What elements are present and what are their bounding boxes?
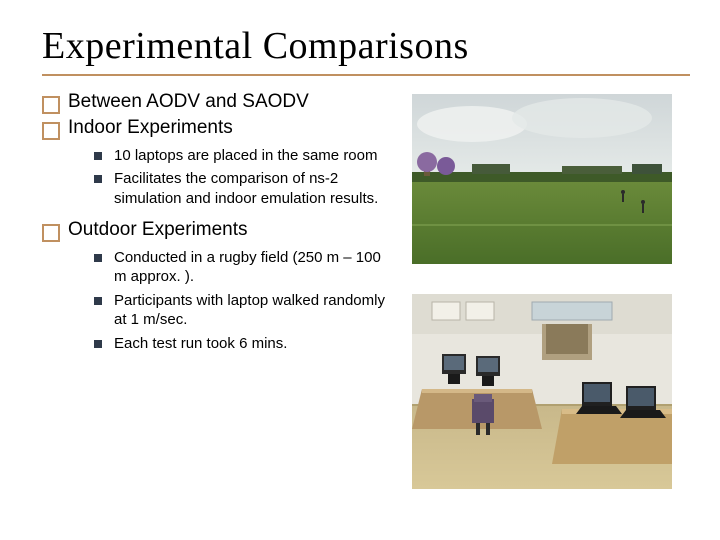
bullet-text: Indoor Experiments (68, 117, 233, 138)
sub-bullet-item: Conducted in a rugby field (250 m – 100 … (94, 248, 392, 287)
outdoor-field-photo (412, 94, 672, 264)
sub-bullet-list: 10 laptops are placed in the same room F… (68, 146, 392, 209)
bullet-text: Between AODV and SAODV (68, 91, 309, 112)
sub-bullet-text: Facilitates the comparison of ns-2 simul… (114, 170, 378, 207)
bullet-list: Between AODV and SAODV Indoor Experiment… (42, 90, 392, 353)
bullet-item: Outdoor Experiments Conducted in a rugby… (42, 218, 392, 353)
sub-bullet-list: Conducted in a rugby field (250 m – 100 … (68, 248, 392, 354)
bullet-item: Between AODV and SAODV (42, 90, 392, 114)
title-underline (42, 74, 690, 76)
bullet-text: Outdoor Experiments (68, 219, 248, 240)
sub-bullet-text: Participants with laptop walked randomly… (114, 292, 385, 329)
sub-bullet-item: Each test run took 6 mins. (94, 334, 392, 354)
text-column: Between AODV and SAODV Indoor Experiment… (42, 90, 392, 489)
sub-bullet-text: Conducted in a rugby field (250 m – 100 … (114, 249, 381, 286)
sub-bullet-text: Each test run took 6 mins. (114, 335, 287, 352)
sub-bullet-item: Facilitates the comparison of ns-2 simul… (94, 169, 392, 208)
slide: Experimental Comparisons Between AODV an… (0, 0, 720, 540)
sub-bullet-text: 10 laptops are placed in the same room (114, 147, 378, 164)
content-row: Between AODV and SAODV Indoor Experiment… (42, 90, 690, 489)
indoor-lab-photo (412, 294, 672, 489)
bullet-item: Indoor Experiments 10 laptops are placed… (42, 116, 392, 208)
image-column (412, 90, 672, 489)
page-title: Experimental Comparisons (42, 24, 690, 68)
sub-bullet-item: Participants with laptop walked randomly… (94, 291, 392, 330)
sub-bullet-item: 10 laptops are placed in the same room (94, 146, 392, 166)
